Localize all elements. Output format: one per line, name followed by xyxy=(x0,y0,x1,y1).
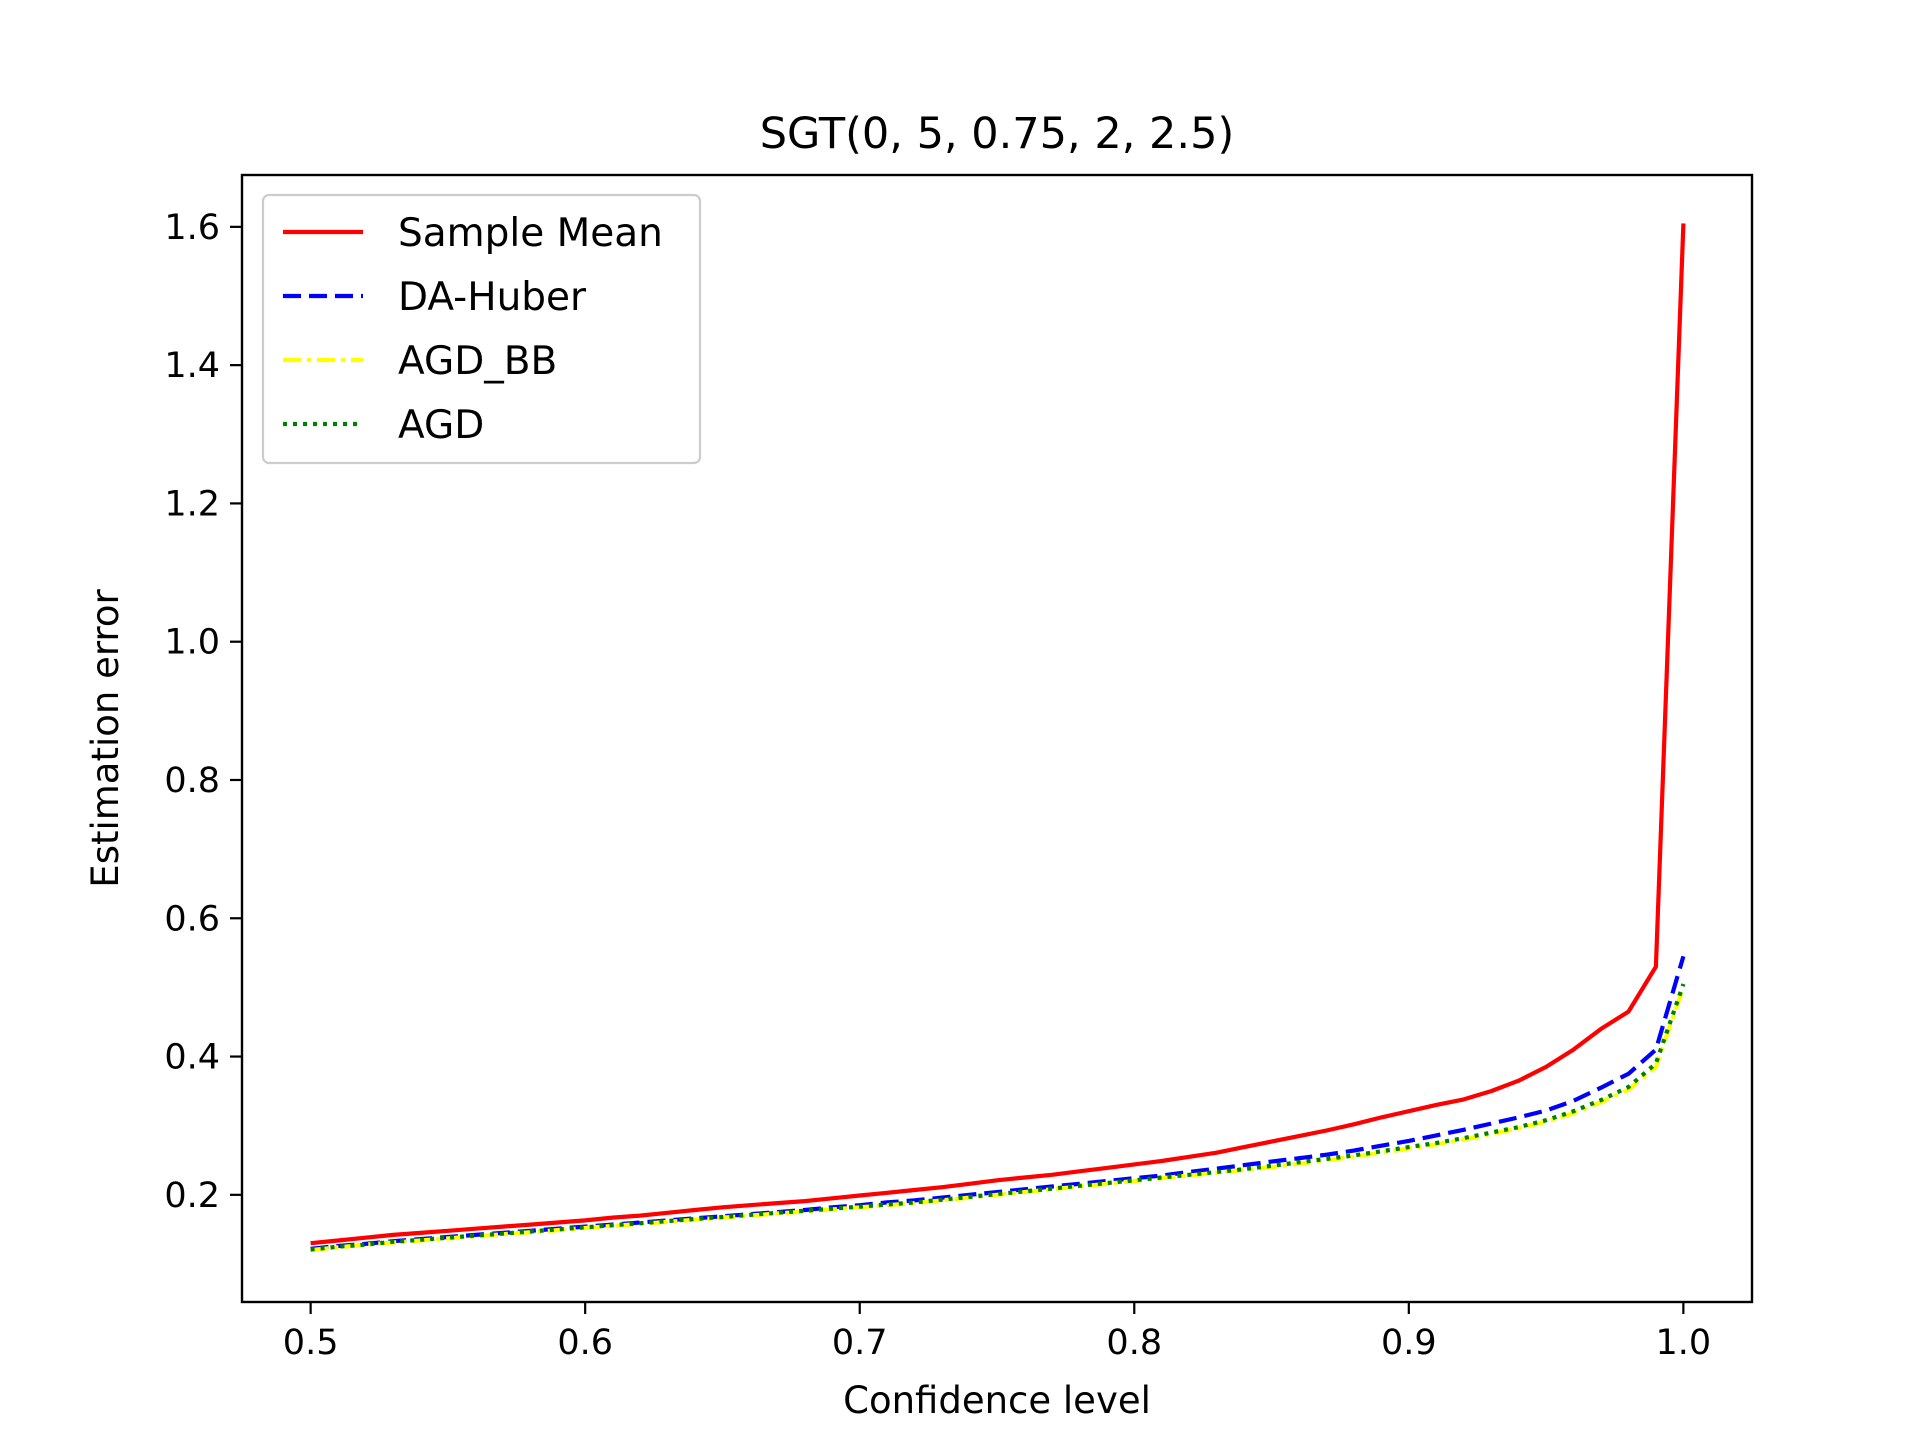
y-tick-label-1: 0.4 xyxy=(164,1038,220,1078)
y-tick-label-4: 1.0 xyxy=(164,623,220,663)
y-axis: 0.2 0.4 0.6 0.8 1.0 1.2 1.4 1.6 xyxy=(164,208,242,1216)
x-tick-label-5: 1.0 xyxy=(1656,1323,1712,1363)
legend-label-3: AGD xyxy=(398,403,484,448)
series-line-da-huber xyxy=(310,955,1686,1251)
x-tick-label-2: 0.7 xyxy=(832,1323,888,1363)
legend-label-1: DA-Huber xyxy=(398,275,587,320)
legend-box xyxy=(261,193,702,465)
y-tick-label-2: 0.6 xyxy=(164,899,220,939)
y-tick-label-5: 1.2 xyxy=(164,484,220,524)
x-tick-label-3: 0.8 xyxy=(1106,1323,1162,1363)
y-tick-label-7: 1.6 xyxy=(164,208,220,248)
series-line-agd-bb xyxy=(310,986,1686,1253)
legend-label-0: Sample Mean xyxy=(398,211,663,256)
legend: Sample Mean DA-Huber AGD_BB AGD xyxy=(261,193,702,465)
chart-title: SGT(0, 5, 0.75, 2, 2.5) xyxy=(760,109,1234,159)
x-tick-label-4: 0.9 xyxy=(1381,1323,1437,1363)
series-layer xyxy=(310,223,1686,1253)
x-axis: 0.5 0.6 0.7 0.8 0.9 1.0 xyxy=(283,1302,1711,1363)
y-tick-label-3: 0.8 xyxy=(164,761,220,801)
y-tick-label-6: 1.4 xyxy=(164,346,220,386)
y-axis-label: Estimation error xyxy=(84,589,127,888)
x-axis-label: Confidence level xyxy=(843,1379,1151,1422)
x-tick-label-1: 0.6 xyxy=(557,1323,613,1363)
x-tick-label-0: 0.5 xyxy=(283,1323,339,1363)
series-line-sample-mean xyxy=(310,223,1686,1246)
legend-label-2: AGD_BB xyxy=(398,339,557,384)
y-tick-label-0: 0.2 xyxy=(164,1176,220,1216)
plot-frame xyxy=(240,173,1754,1304)
